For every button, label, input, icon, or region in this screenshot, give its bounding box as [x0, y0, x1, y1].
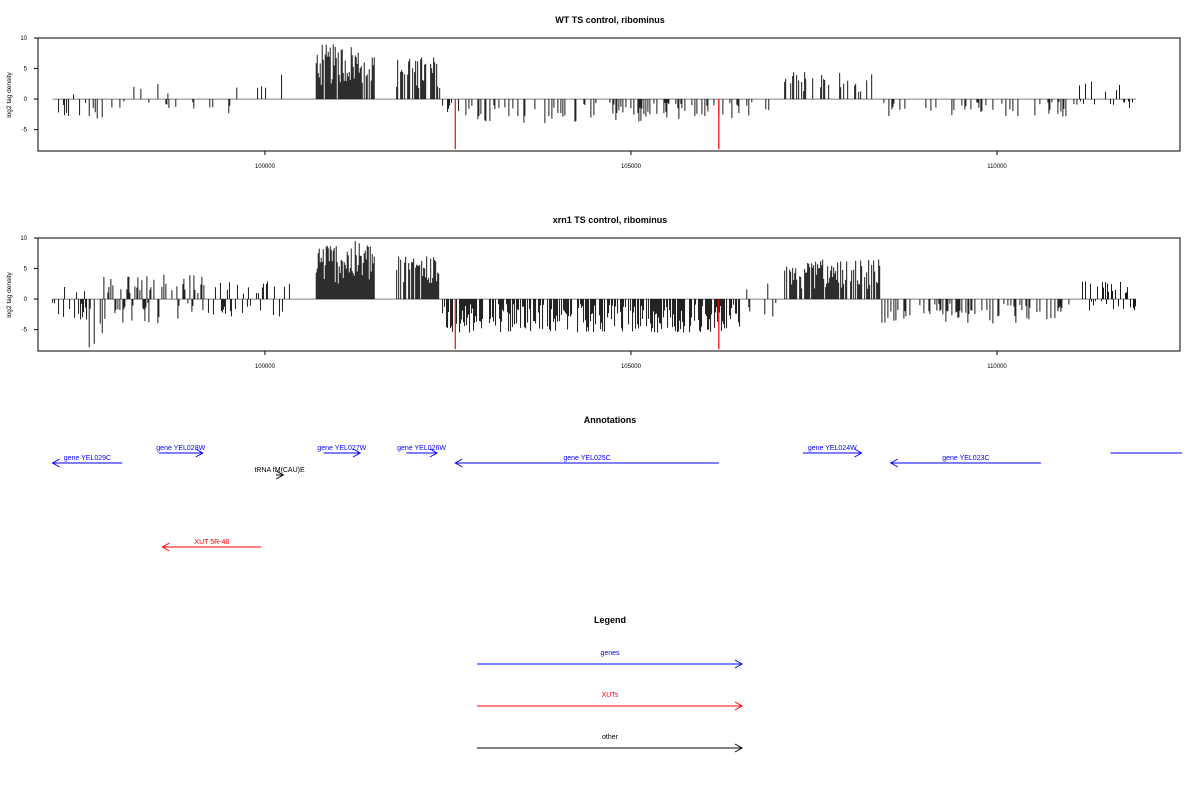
annotation-feature[interactable]: XUT 5R-48 [161, 539, 262, 552]
panel-title-wt: WT TS control, ribominus [555, 15, 665, 25]
y-axis-label-xrn1: log2 tag density [6, 271, 13, 317]
annotation-label: gene YEL023C [942, 455, 989, 462]
annotation-feature[interactable]: tRNA fM(CAU)E [254, 467, 305, 480]
x-axis-xrn1: 100000 105000 110000 [255, 351, 1007, 370]
annotation-label: gene YEL027W [317, 445, 366, 452]
signal-bars-wt [58, 44, 1133, 124]
legend-title: Legend [594, 615, 626, 625]
annotation-feature[interactable]: gene YEL024W [802, 445, 863, 458]
legend-arrow-head [734, 743, 744, 753]
feature-arrow-head [889, 458, 899, 468]
panel-xrn1: xrn1 TS control, ribominus log2 tag dens… [6, 215, 1181, 370]
legend: Legend genes XUTs other [477, 615, 744, 753]
x-tick-label: 110000 [987, 364, 1007, 370]
y-axis-wt: 10 5 0 -5 [20, 36, 38, 134]
y-tick-label: -5 [22, 328, 28, 334]
feature-arrow-head [275, 470, 285, 480]
annotation-feature[interactable]: gene YEL028W [156, 445, 206, 458]
annotation-feature[interactable]: gene YEL027W [317, 445, 367, 458]
annotation-label: gene YEL028W [156, 445, 205, 452]
feature-arrow-head [195, 448, 204, 458]
y-tick-label: 10 [20, 236, 27, 242]
annotation-features: gene YEL029C gene YEL028W tRNA fM(CAU)E gen… [51, 445, 1182, 552]
feature-arrow-head [429, 448, 438, 458]
signal-bars-xrn1 [52, 241, 1136, 348]
panel-title-xrn1: xrn1 TS control, ribominus [553, 215, 668, 225]
annotation-feature[interactable]: gene YEL025C [454, 455, 719, 468]
plot-frame-wt [37, 37, 1181, 152]
x-axis-wt: 100000 105000 110000 [255, 151, 1007, 170]
legend-entry-XUTs: XUTs [477, 692, 744, 711]
y-tick-label: 0 [24, 97, 28, 103]
legend-entries: genes XUTs other [477, 650, 744, 753]
annotations-track: Annotations gene YEL029C gene YEL028W tRNA… [51, 415, 1182, 552]
y-tick-label: 10 [20, 36, 27, 42]
y-tick-label: -5 [22, 128, 28, 134]
feature-arrow-head [854, 448, 863, 458]
feature-arrow-head [161, 542, 170, 552]
annotation-feature[interactable]: gene YEL026W [397, 445, 446, 458]
legend-label: other [602, 734, 619, 741]
y-tick-label: 0 [24, 297, 28, 303]
legend-arrow-head [734, 701, 744, 711]
x-tick-label: 100000 [255, 364, 276, 370]
annotation-label: tRNA fM(CAU)E [254, 467, 305, 474]
x-tick-label: 105000 [621, 164, 642, 170]
legend-entry-genes: genes [477, 650, 744, 669]
feature-arrow-head [454, 458, 463, 468]
annotation-label: gene YEL026W [397, 445, 446, 452]
plot-frame-xrn1 [37, 237, 1181, 352]
annotation-label: gene YEL025C [563, 455, 610, 462]
annotation-label: XUT 5R-48 [194, 539, 229, 546]
cleavage-markers-wt [454, 99, 720, 150]
y-tick-label: 5 [24, 267, 28, 273]
annotation-feature[interactable]: gene YEL023C [889, 455, 1041, 468]
y-axis-xrn1: 10 5 0 -5 [20, 236, 38, 334]
annotations-title: Annotations [584, 415, 637, 425]
x-tick-label: 110000 [987, 164, 1007, 170]
legend-label: genes [600, 650, 620, 657]
feature-arrow-head [352, 448, 362, 458]
annotation-label: gene YEL029C [64, 455, 111, 462]
y-tick-label: 5 [24, 67, 28, 73]
y-axis-label-wt: log2 tag density [6, 71, 13, 117]
annotation-feature[interactable]: gene YEL029C [51, 455, 123, 468]
legend-entry-other: other [477, 734, 744, 753]
legend-arrow-head [734, 659, 744, 669]
annotation-label: gene YEL024W [808, 445, 857, 452]
x-tick-label: 105000 [621, 364, 642, 370]
feature-arrow-head [51, 458, 60, 468]
panel-wt: WT TS control, ribominus log2 tag densit… [6, 15, 1181, 170]
legend-label: XUTs [602, 692, 619, 699]
cleavage-markers-xrn1 [454, 299, 720, 350]
x-tick-label: 100000 [255, 164, 276, 170]
